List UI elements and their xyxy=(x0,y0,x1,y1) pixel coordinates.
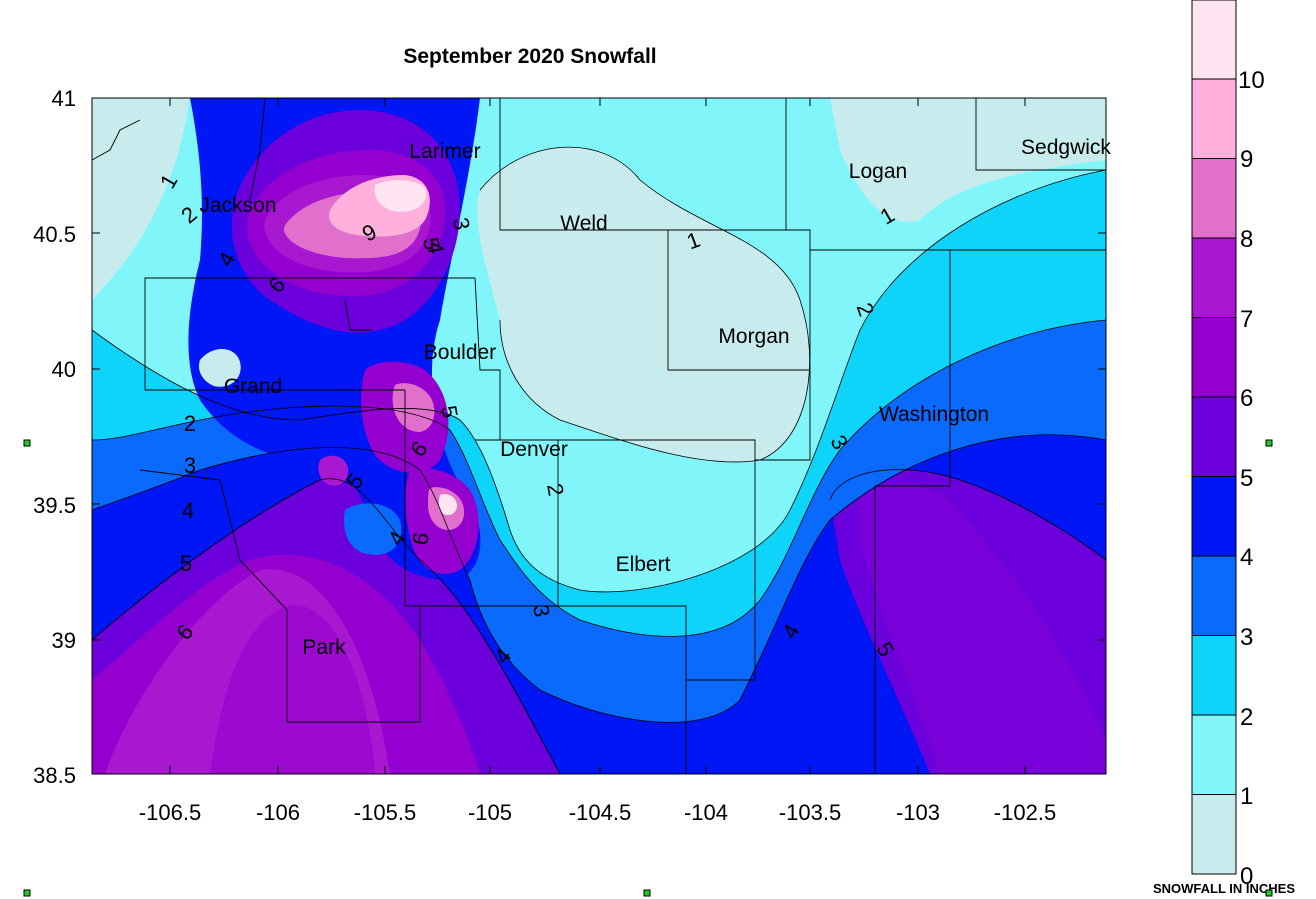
selection-handle[interactable] xyxy=(643,889,651,897)
county-label-washington: Washington xyxy=(879,403,989,426)
legend-label: 5 xyxy=(1240,465,1253,492)
y-tick-label: 40 xyxy=(52,357,76,382)
x-tick-label: -103.5 xyxy=(779,800,841,825)
legend-label: 4 xyxy=(1240,544,1253,571)
county-label-morgan: Morgan xyxy=(718,325,789,348)
selection-handle[interactable] xyxy=(1265,889,1273,897)
legend-swatch xyxy=(1191,78,1237,159)
contour-label: 3 xyxy=(184,453,196,478)
y-tick-label: 40.5 xyxy=(33,222,76,247)
county-boundaries xyxy=(92,98,1106,774)
contour-label: 5 xyxy=(180,551,192,576)
legend-label: 1 xyxy=(1240,783,1253,810)
contour-label: 4 xyxy=(182,498,194,523)
x-tick-label: -104.5 xyxy=(569,800,631,825)
legend-swatch xyxy=(1191,476,1237,557)
legend-swatch xyxy=(1191,396,1237,477)
contour-label: 2 xyxy=(542,482,569,498)
legend-swatch xyxy=(1191,555,1237,636)
x-tick-label: -106 xyxy=(256,800,300,825)
contour-fill xyxy=(92,98,1106,774)
county-label-elbert: Elbert xyxy=(616,553,671,576)
x-axis-labels: -106.5 -106 -105.5 -105 -104.5 -104 -103… xyxy=(139,800,1056,825)
map-title: September 2020 Snowfall xyxy=(403,45,656,68)
legend-label: 8 xyxy=(1240,226,1253,253)
selection-handle[interactable] xyxy=(23,889,31,897)
legend-labels: 0 1 2 3 4 5 6 7 8 9 10 xyxy=(1238,67,1265,890)
legend-label: 7 xyxy=(1240,306,1253,333)
legend-swatch xyxy=(1191,714,1237,795)
contour-label: 4 xyxy=(422,240,449,256)
contour-label: 5 xyxy=(418,236,445,252)
county-label-larimer: Larimer xyxy=(409,140,480,163)
x-tick-label: -105.5 xyxy=(354,800,416,825)
legend-label: 9 xyxy=(1240,146,1253,173)
legend-label: 6 xyxy=(1240,385,1253,412)
contour-label: 6 xyxy=(407,531,434,547)
contour-label: 2 xyxy=(184,411,196,436)
legend-color-bar xyxy=(1191,0,1237,875)
y-tick-label: 39 xyxy=(52,628,76,653)
county-label-boulder: Boulder xyxy=(424,341,496,364)
legend-label: 2 xyxy=(1240,704,1253,731)
y-axis-labels: 41 40.5 40 39.5 39 38.5 xyxy=(33,86,76,788)
legend-frame xyxy=(1191,0,1237,875)
x-tick-label: -104 xyxy=(684,800,728,825)
selection-handle[interactable] xyxy=(1265,439,1273,447)
contour-label: 3 xyxy=(448,216,475,232)
county-label-grand: Grand xyxy=(224,375,282,398)
legend-swatch xyxy=(1191,635,1237,716)
county-label-jackson: Jackson xyxy=(199,194,276,217)
legend-label: 0 xyxy=(1240,863,1253,890)
legend-label: 3 xyxy=(1240,624,1253,651)
legend-caption: SNOWFALL IN INCHES xyxy=(1153,881,1295,896)
x-tick-marks xyxy=(169,98,1026,774)
x-tick-label: -102.5 xyxy=(994,800,1056,825)
county-label-denver: Denver xyxy=(500,438,568,461)
county-labels: Larimer Jackson Weld Logan Sedgwick Morg… xyxy=(199,136,1111,659)
x-tick-label: -106.5 xyxy=(139,800,201,825)
legend-swatch xyxy=(1191,0,1237,80)
legend-swatch xyxy=(1191,158,1237,239)
x-tick-label: -105 xyxy=(468,800,512,825)
y-tick-label: 39.5 xyxy=(33,493,76,518)
county-label-logan: Logan xyxy=(849,160,907,183)
y-tick-label: 41 xyxy=(52,86,76,111)
y-tick-label: 38.5 xyxy=(33,763,76,788)
plot-frame xyxy=(91,97,1107,775)
county-label-weld: Weld xyxy=(560,212,607,235)
legend-label: 10 xyxy=(1238,67,1265,94)
contour-label: 3 xyxy=(528,603,555,619)
contour-lines xyxy=(92,146,1106,774)
county-label-park: Park xyxy=(302,636,346,659)
x-tick-label: -103 xyxy=(896,800,940,825)
legend-swatch xyxy=(1191,317,1237,398)
selection-handle[interactable] xyxy=(23,439,31,447)
legend-swatch xyxy=(1191,794,1237,875)
legend-swatch xyxy=(1191,237,1237,318)
contour-label: 5 xyxy=(436,404,463,420)
y-tick-marks xyxy=(92,97,1106,775)
county-label-sedgwick: Sedgwick xyxy=(1021,136,1111,159)
